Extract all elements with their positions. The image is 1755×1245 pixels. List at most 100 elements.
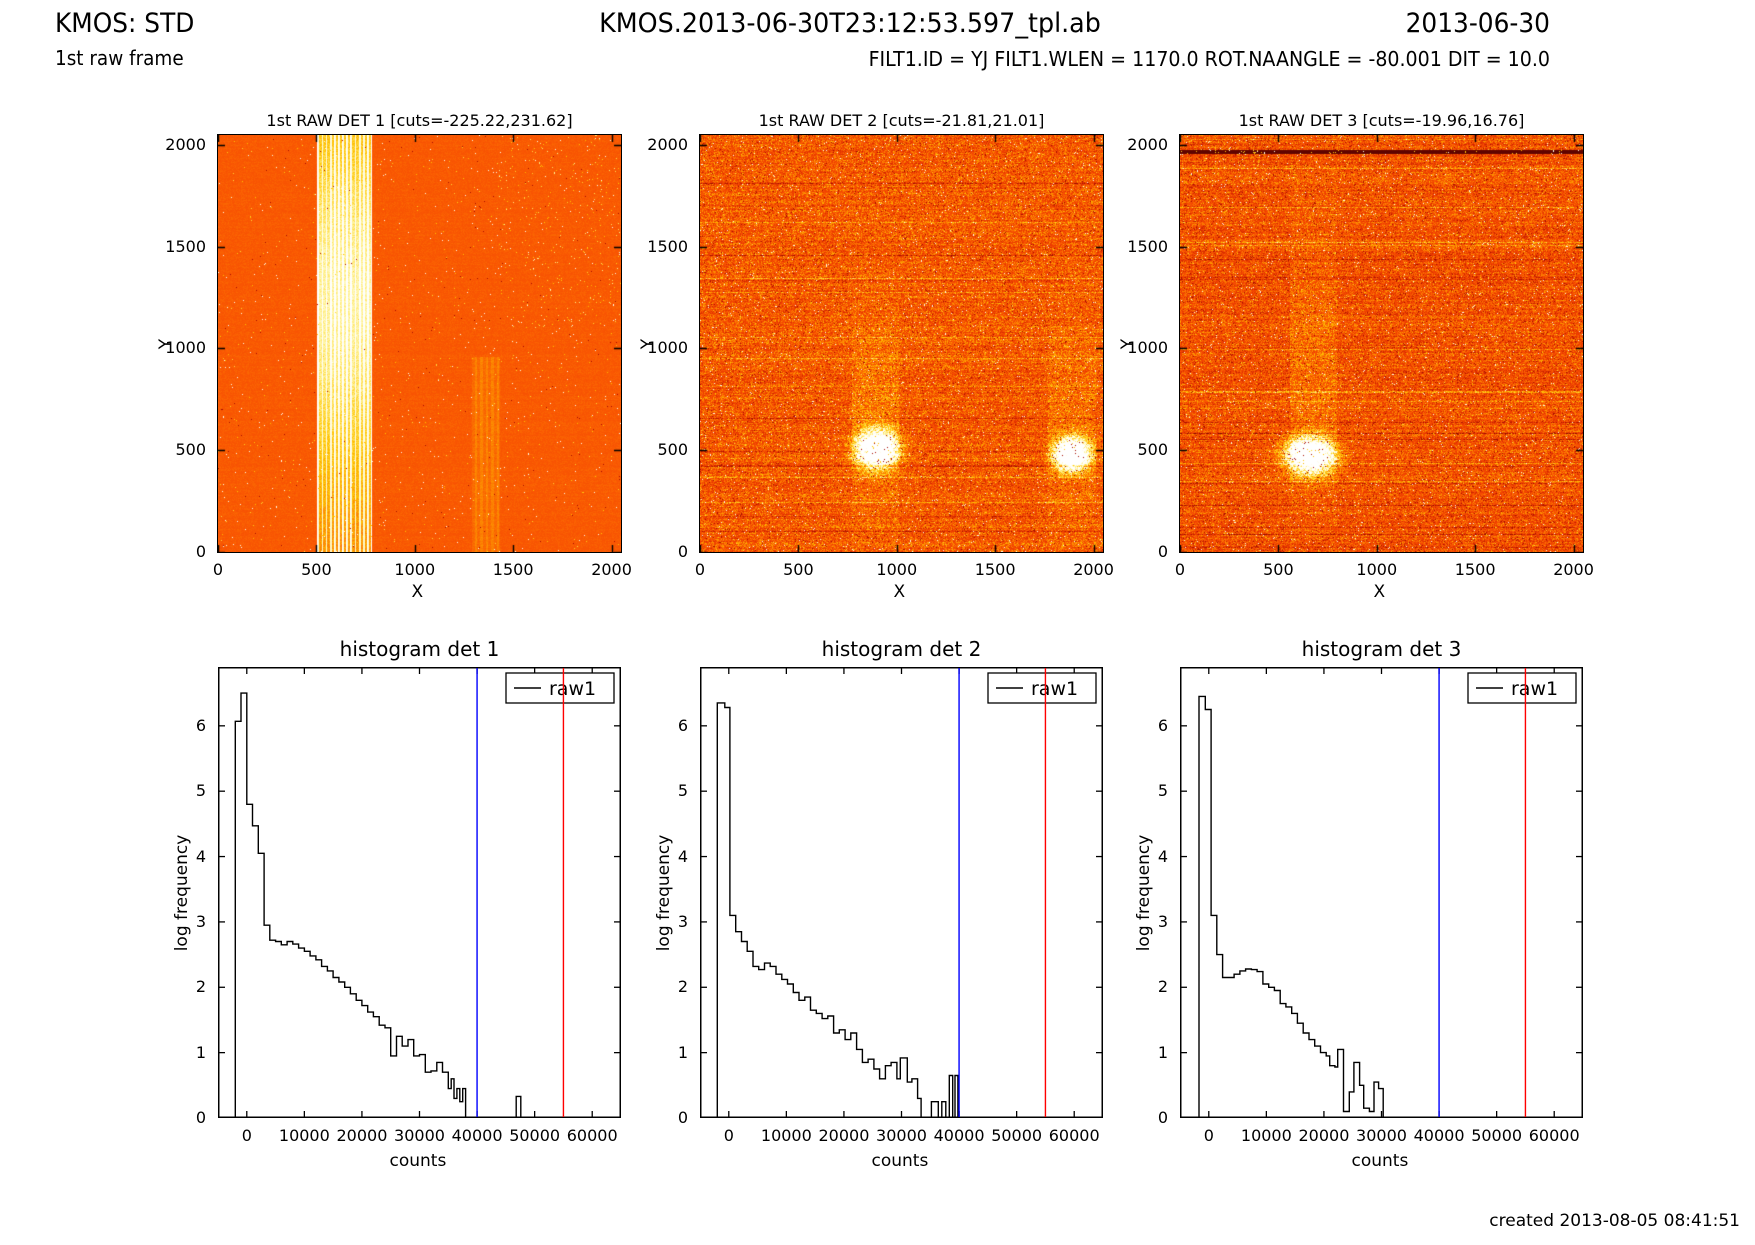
histogram-step-line bbox=[700, 702, 1103, 1118]
x-axis-tick-label: 50000 bbox=[1471, 1126, 1523, 1145]
x-axis-tick-label: 1500 bbox=[1454, 560, 1496, 579]
y-axis-tick-label: 4 bbox=[1157, 846, 1168, 866]
histogram-step-line bbox=[1180, 695, 1583, 1118]
histogram-det1-plot: raw1 bbox=[218, 667, 621, 1118]
x-axis-tick-label: 0 bbox=[723, 1126, 734, 1145]
x-axis-tick-label: 1000 bbox=[876, 560, 918, 579]
y-axis-tick-label: 2000 bbox=[1127, 134, 1168, 154]
y-axis-tick-label: 2 bbox=[677, 977, 688, 997]
x-axis-tick-label: 0 bbox=[241, 1126, 252, 1145]
header-params: FILT1.ID = YJ FILT1.WLEN = 1170.0 ROT.NA… bbox=[868, 47, 1550, 71]
x-axis-label: counts bbox=[1351, 1151, 1409, 1171]
x-axis-tick-label: 40000 bbox=[1413, 1126, 1465, 1145]
y-axis-tick-label: 1 bbox=[677, 1042, 688, 1062]
y-axis-tick-label: 0 bbox=[1157, 1108, 1168, 1127]
y-axis-tick-label: 3 bbox=[677, 911, 688, 931]
y-axis-tick-label: 6 bbox=[1157, 715, 1168, 735]
x-axis-tick-label: 20000 bbox=[336, 1126, 388, 1145]
x-axis-tick-label: 20000 bbox=[1298, 1126, 1350, 1145]
x-axis-tick-label: 60000 bbox=[1048, 1126, 1100, 1145]
x-axis-tick-label: 0 bbox=[694, 560, 706, 579]
y-axis-label: Y bbox=[156, 338, 176, 349]
y-axis-tick-label: 2 bbox=[1157, 977, 1168, 997]
y-axis-tick-label: 4 bbox=[677, 846, 688, 866]
legend-label: raw1 bbox=[1031, 678, 1078, 700]
histogram-step-line bbox=[218, 692, 621, 1118]
x-axis-tick-label: 10000 bbox=[1240, 1126, 1292, 1145]
y-axis-tick-label: 2000 bbox=[165, 134, 206, 154]
x-axis-tick-label: 30000 bbox=[876, 1126, 927, 1145]
plot-frame bbox=[700, 667, 1103, 1118]
x-axis-tick-label: 500 bbox=[783, 560, 814, 579]
legend-label: raw1 bbox=[1511, 678, 1558, 700]
y-axis-tick-label: 0 bbox=[677, 1108, 688, 1127]
y-axis-tick-label: 3 bbox=[195, 911, 206, 931]
x-axis-tick-label: 2000 bbox=[591, 560, 632, 579]
y-axis-tick-label: 3 bbox=[1157, 911, 1168, 931]
y-axis-tick-label: 6 bbox=[677, 715, 688, 735]
x-axis-tick-label: 20000 bbox=[818, 1126, 870, 1145]
x-axis-tick-label: 0 bbox=[1203, 1126, 1214, 1145]
image-title-det2: 1st RAW DET 2 [cuts=-21.81,21.01] bbox=[758, 111, 1045, 130]
app-title: KMOS: STD bbox=[55, 8, 195, 39]
x-axis-tick-label: 1000 bbox=[394, 560, 436, 579]
x-axis-tick-label: 40000 bbox=[933, 1126, 985, 1145]
x-axis-tick-label: 0 bbox=[212, 560, 224, 579]
image-title-det1: 1st RAW DET 1 [cuts=-225.22,231.62] bbox=[266, 111, 573, 130]
y-axis-tick-label: 6 bbox=[195, 715, 206, 735]
histogram-det2-plot: raw1 bbox=[700, 667, 1103, 1118]
y-axis-tick-label: 0 bbox=[195, 542, 206, 561]
detector3-image bbox=[1178, 133, 1584, 553]
y-axis-tick-label: 1500 bbox=[165, 236, 206, 256]
x-axis-tick-label: 1500 bbox=[974, 560, 1016, 579]
y-axis-tick-label: 0 bbox=[1157, 542, 1168, 561]
histogram-title-det2: histogram det 2 bbox=[821, 637, 982, 661]
y-axis-tick-label: 1000 bbox=[1127, 338, 1168, 358]
histogram-det3-plot: raw1 bbox=[1180, 667, 1583, 1118]
detector1-image bbox=[216, 133, 622, 553]
plot-frame bbox=[1180, 667, 1583, 1118]
y-axis-label: log frequency bbox=[1134, 834, 1154, 951]
created-timestamp: created 2013-08-05 08:41:51 bbox=[1489, 1211, 1740, 1231]
y-axis-tick-label: 1000 bbox=[647, 338, 688, 358]
x-axis-tick-label: 50000 bbox=[991, 1126, 1043, 1145]
y-axis-tick-label: 500 bbox=[1137, 440, 1168, 460]
x-axis-label: counts bbox=[389, 1151, 447, 1171]
y-axis-tick-label: 0 bbox=[195, 1108, 206, 1127]
x-axis-tick-label: 2000 bbox=[1553, 560, 1594, 579]
y-axis-label: Y bbox=[1118, 338, 1138, 349]
x-axis-tick-label: 30000 bbox=[1356, 1126, 1407, 1145]
x-axis-tick-label: 10000 bbox=[278, 1126, 330, 1145]
x-axis-tick-label: 50000 bbox=[509, 1126, 561, 1145]
y-axis-tick-label: 500 bbox=[657, 440, 688, 460]
x-axis-label: X bbox=[1373, 582, 1386, 602]
x-axis-label: X bbox=[411, 582, 424, 602]
legend-label: raw1 bbox=[549, 678, 596, 700]
y-axis-tick-label: 1500 bbox=[647, 236, 688, 256]
x-axis-tick-label: 1000 bbox=[1356, 560, 1398, 579]
y-axis-tick-label: 5 bbox=[1157, 781, 1168, 801]
x-axis-tick-label: 500 bbox=[301, 560, 332, 579]
x-axis-label: X bbox=[893, 582, 906, 602]
x-axis-tick-label: 30000 bbox=[394, 1126, 445, 1145]
y-axis-label: log frequency bbox=[172, 834, 192, 951]
y-axis-tick-label: 500 bbox=[175, 440, 206, 460]
y-axis-tick-label: 4 bbox=[195, 846, 206, 866]
histogram-title-det3: histogram det 3 bbox=[1301, 637, 1462, 661]
y-axis-tick-label: 1500 bbox=[1127, 236, 1168, 256]
x-axis-tick-label: 60000 bbox=[566, 1126, 618, 1145]
y-axis-tick-label: 1 bbox=[195, 1042, 206, 1062]
y-axis-label: log frequency bbox=[654, 834, 674, 951]
detector2-image bbox=[698, 133, 1104, 553]
histogram-title-det1: histogram det 1 bbox=[339, 637, 500, 661]
y-axis-tick-label: 5 bbox=[677, 781, 688, 801]
header-date: 2013-06-30 bbox=[1405, 8, 1550, 39]
x-axis-tick-label: 60000 bbox=[1528, 1126, 1580, 1145]
x-axis-tick-label: 2000 bbox=[1073, 560, 1114, 579]
y-axis-tick-label: 2 bbox=[195, 977, 206, 997]
x-axis-tick-label: 40000 bbox=[451, 1126, 503, 1145]
x-axis-tick-label: 1500 bbox=[492, 560, 534, 579]
x-axis-tick-label: 0 bbox=[1174, 560, 1186, 579]
y-axis-tick-label: 1000 bbox=[165, 338, 206, 358]
